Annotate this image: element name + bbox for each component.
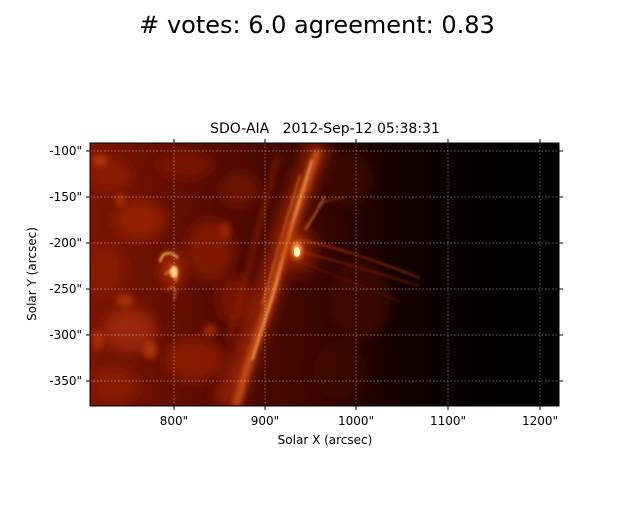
solar-image (90, 143, 559, 406)
bright-arcade (213, 143, 333, 406)
x-tick-label: 1100" (430, 414, 466, 428)
plot-frame (89, 142, 560, 407)
x-axis-label: Solar X (arcsec) (277, 433, 373, 447)
image-title: SDO-AIA 2012-Sep-12 05:38:31 (210, 121, 440, 137)
y-tick-label: -100" (49, 144, 82, 158)
flare-kernel (272, 195, 421, 303)
y-tick-label: -250" (49, 282, 82, 296)
x-tick-label: 1200" (522, 414, 558, 428)
x-tick-label: 800" (160, 414, 188, 428)
y-tick-label: -300" (49, 328, 82, 342)
tick-marks (86, 139, 563, 410)
grid (90, 143, 559, 406)
y-tick-label: -200" (49, 236, 82, 250)
x-tick-label: 1000" (338, 414, 374, 428)
active-region-left (150, 240, 194, 301)
x-tick-label: 900" (251, 414, 279, 428)
figure-suptitle: # votes: 6.0 agreement: 0.83 (139, 11, 495, 39)
y-axis-label: Solar Y (arcsec) (25, 227, 39, 321)
y-tick-label: -150" (49, 190, 82, 204)
y-tick-label: -350" (49, 374, 82, 388)
